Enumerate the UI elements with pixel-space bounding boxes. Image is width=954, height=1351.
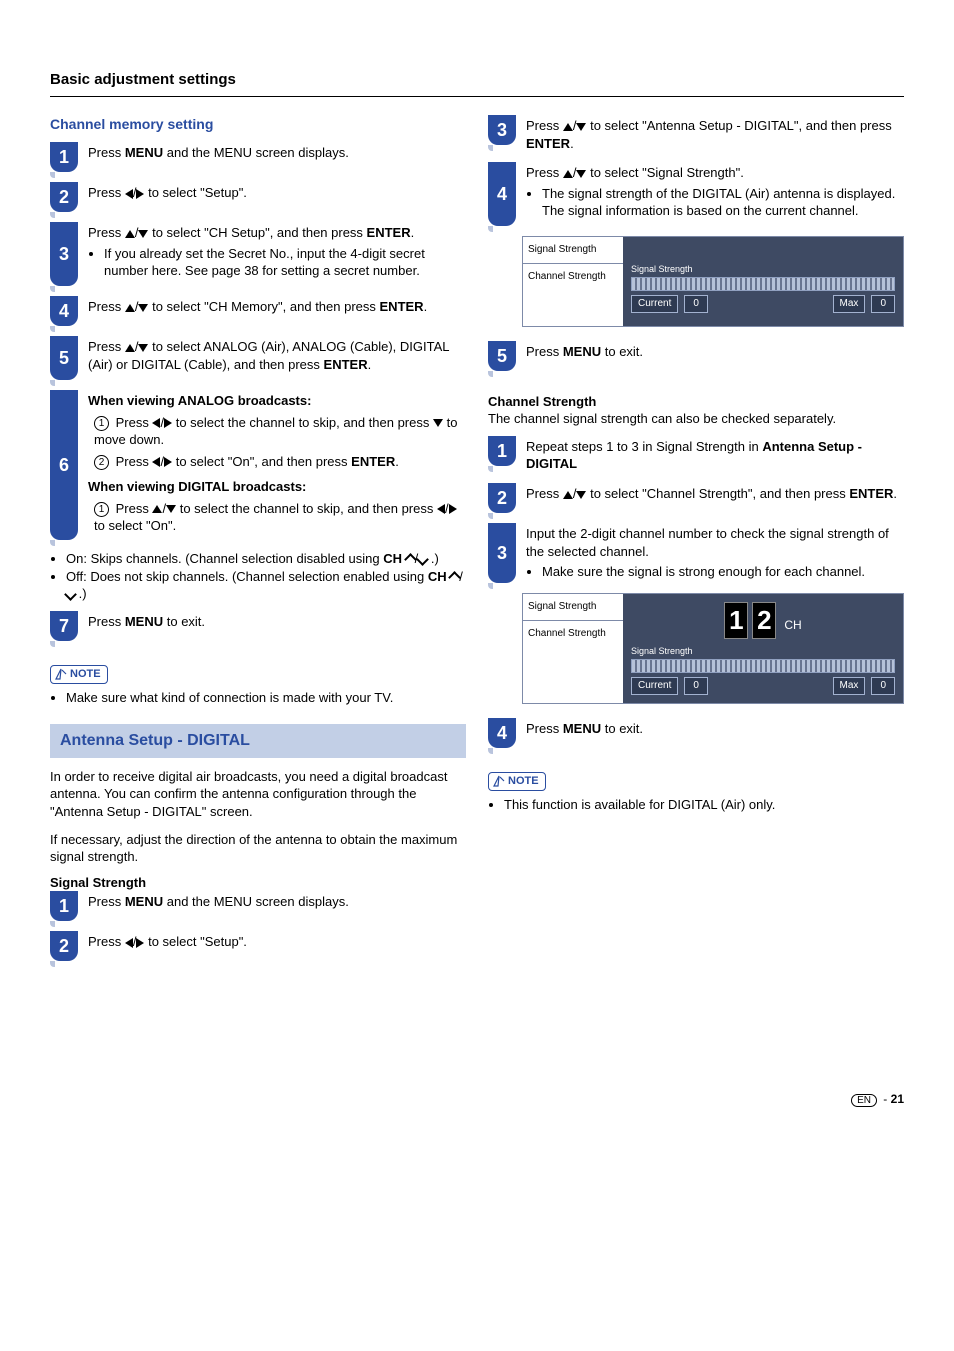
step-5: Press / to select ANALOG (Air), ANALOG (…	[88, 336, 466, 373]
intro-1: In order to receive digital air broadcas…	[50, 768, 466, 821]
cs-step-4: Press MENU to exit.	[526, 718, 904, 738]
step-badge: 2	[50, 182, 78, 212]
right-column: 3 Press / to select "Antenna Setup - DIG…	[488, 115, 904, 971]
step-badge: 4	[488, 162, 516, 226]
note-badge: NOTE	[488, 772, 546, 791]
feature-heading: Antenna Setup - DIGITAL	[50, 724, 466, 758]
step-badge: 5	[50, 336, 78, 380]
step-badge: 6	[50, 390, 78, 540]
left-column: Channel memory setting 1 Press MENU and …	[50, 115, 466, 971]
step-badge: 3	[488, 115, 516, 145]
note-text: This function is available for DIGITAL (…	[504, 796, 904, 814]
step-badge: 1	[50, 142, 78, 172]
antenna-step-1: Press MENU and the MENU screen displays.	[88, 891, 466, 911]
step-3: Press / to select "CH Setup", and then p…	[88, 222, 466, 280]
channel-strength-title: Channel Strength	[488, 393, 904, 411]
step-2: Press / to select "Setup".	[88, 182, 466, 202]
cs-step-3: Input the 2-digit channel number to chec…	[526, 523, 904, 581]
step-badge: 4	[488, 718, 516, 748]
step-badge: 7	[50, 611, 78, 641]
page-footer: EN - 21	[50, 1091, 904, 1108]
step-4: Press / to select "CH Memory", and then …	[88, 296, 466, 316]
step-badge: 4	[50, 296, 78, 326]
channel-memory-heading: Channel memory setting	[50, 115, 466, 134]
step-6: When viewing ANALOG broadcasts: 1 Press …	[88, 390, 466, 535]
step-badge: 5	[488, 341, 516, 371]
page-title: Basic adjustment settings	[50, 70, 904, 97]
cs-step-2: Press / to select "Channel Strength", an…	[526, 483, 904, 503]
step-badge: 3	[50, 222, 78, 286]
step-badge: 1	[50, 891, 78, 921]
step-badge: 3	[488, 523, 516, 583]
note-badge: NOTE	[50, 665, 108, 684]
signal-box-2: Signal Strength Channel Strength 1 2 CH …	[522, 593, 904, 704]
step-badge: 2	[50, 931, 78, 961]
onoff-list: On: Skips channels. (Channel selection d…	[50, 550, 466, 603]
channel-strength-desc: The channel signal strength can also be …	[488, 410, 904, 428]
intro-2: If necessary, adjust the direction of th…	[50, 831, 466, 866]
r-step-5: Press MENU to exit.	[526, 341, 904, 361]
signal-box-1: Signal Strength Channel Strength Signal …	[522, 236, 904, 327]
antenna-step-2: Press / to select "Setup".	[88, 931, 466, 951]
channel-digits: 1 2 CH	[631, 602, 895, 639]
step-1: Press MENU and the MENU screen displays.	[88, 142, 466, 162]
step-badge: 1	[488, 436, 516, 466]
r-step-4: Press / to select "Signal Strength". The…	[526, 162, 904, 220]
r-step-3: Press / to select "Antenna Setup - DIGIT…	[526, 115, 904, 152]
signal-strength-title: Signal Strength	[50, 874, 466, 892]
note-text: Make sure what kind of connection is mad…	[66, 689, 466, 707]
cs-step-1: Repeat steps 1 to 3 in Signal Strength i…	[526, 436, 904, 473]
step-badge: 2	[488, 483, 516, 513]
step-7: Press MENU to exit.	[88, 611, 466, 631]
